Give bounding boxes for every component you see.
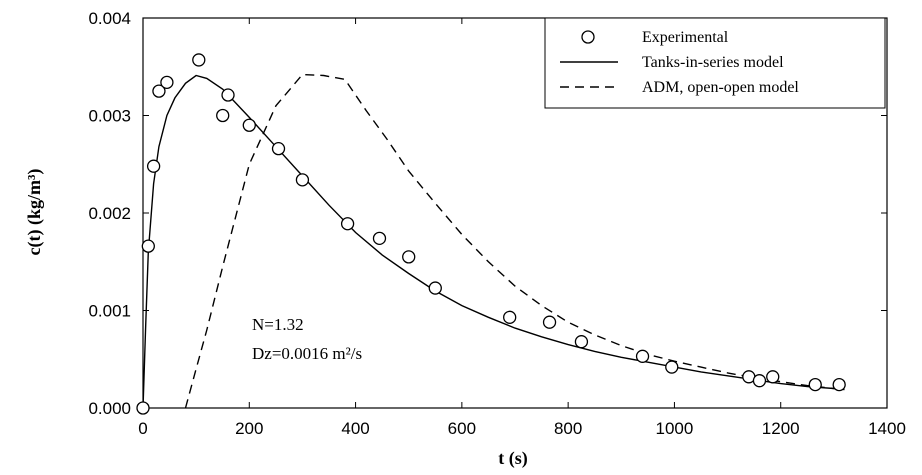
experimental-point bbox=[136, 401, 150, 415]
experimental-point bbox=[752, 374, 767, 388]
experimental-point bbox=[295, 173, 310, 187]
experimental-point bbox=[146, 159, 161, 173]
experimental-point bbox=[635, 349, 650, 363]
experimental-point bbox=[402, 250, 416, 264]
experimental-point bbox=[340, 217, 355, 231]
legend: Experimental Tanks-in-series model ADM, op… bbox=[544, 17, 886, 109]
y-tick-label: 0.003 bbox=[88, 107, 131, 126]
series-layer bbox=[142, 73, 845, 409]
legend-label: Tanks-in-series model bbox=[642, 54, 784, 71]
x-axis-label: t (s) bbox=[498, 448, 528, 469]
experimental-point bbox=[503, 310, 517, 324]
experimental-point bbox=[271, 141, 286, 156]
experimental-point bbox=[372, 231, 387, 246]
adm-model-line bbox=[184, 73, 845, 409]
x-tick-label: 400 bbox=[341, 419, 369, 438]
experimental-point bbox=[832, 377, 846, 392]
experimental-point bbox=[766, 370, 780, 384]
experimental-point bbox=[160, 75, 174, 89]
annotation-dz: Dz=0.0016 m²/s bbox=[252, 344, 362, 363]
experimental-point bbox=[242, 118, 256, 132]
legend-box bbox=[544, 17, 886, 109]
y-tick-label: 0.002 bbox=[88, 204, 131, 223]
legend-label: ADM, open-open model bbox=[642, 79, 799, 96]
experimental-point bbox=[542, 315, 557, 329]
annotations: N=1.32 Dz=0.0016 m²/s bbox=[252, 315, 362, 363]
annotation-n: N=1.32 bbox=[252, 315, 304, 334]
legend-label: Experimental bbox=[642, 29, 729, 46]
x-tick-label: 200 bbox=[235, 419, 263, 438]
y-tick-label: 0.001 bbox=[88, 302, 131, 321]
x-tick-label: 800 bbox=[554, 419, 582, 438]
experimental-point bbox=[574, 335, 589, 349]
x-tick-label: 600 bbox=[448, 419, 476, 438]
y-axis-label: c(t) (kg/m³) bbox=[24, 169, 45, 256]
legend-marker bbox=[581, 30, 595, 44]
markers-layer bbox=[136, 53, 846, 415]
experimental-point bbox=[221, 88, 235, 102]
ticks: 0 200 400 600 800 1000 1200 1400 0.000 0.001 0.002… bbox=[88, 9, 905, 438]
x-tick-label: 1200 bbox=[762, 419, 800, 438]
experimental-point bbox=[808, 377, 822, 392]
experimental-point bbox=[192, 53, 206, 67]
x-tick-label: 1000 bbox=[656, 419, 694, 438]
y-tick-label: 0.000 bbox=[88, 399, 131, 418]
x-tick-label: 0 bbox=[138, 419, 147, 438]
experimental-point bbox=[428, 281, 442, 295]
tanks-model-line bbox=[142, 74, 845, 409]
y-tick-label: 0.004 bbox=[88, 9, 131, 28]
experimental-point bbox=[152, 84, 166, 98]
experimental-point bbox=[665, 360, 679, 374]
experimental-point bbox=[141, 239, 155, 253]
experimental-point bbox=[216, 108, 230, 123]
x-tick-label: 1400 bbox=[868, 419, 906, 438]
